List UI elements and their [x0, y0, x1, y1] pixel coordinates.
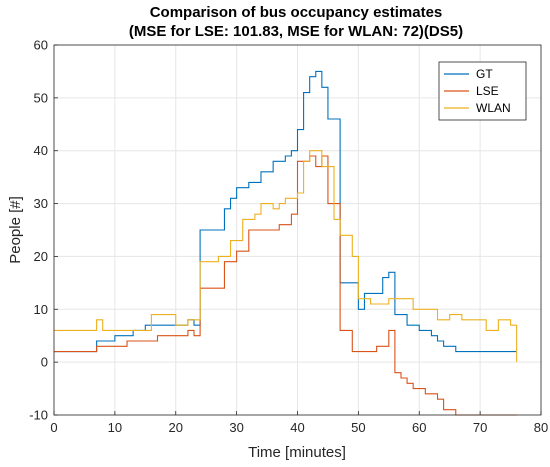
y-tick-label: 60	[34, 38, 48, 53]
x-tick-label: 50	[351, 420, 365, 435]
series-line-wlan	[54, 150, 518, 363]
x-tick-label: 0	[50, 420, 57, 435]
y-tick-label: 0	[41, 355, 48, 370]
y-tick-label: 40	[34, 143, 48, 158]
y-tick-label: 30	[34, 196, 48, 211]
x-tick-label: 30	[229, 420, 243, 435]
y-tick-label: 20	[34, 249, 48, 264]
series-layer	[54, 70, 518, 416]
y-axis-label: People [#]	[7, 196, 24, 264]
x-axis-label: Time [minutes]	[248, 444, 346, 461]
legend-label-wlan: WLAN	[476, 101, 511, 115]
legend-label-lse: LSE	[476, 84, 499, 98]
chart-title-line-2: (MSE for LSE: 101.83, MSE for WLAN: 72)(…	[129, 23, 463, 40]
y-tick-label: 10	[34, 302, 48, 317]
x-tick-label: 10	[108, 420, 122, 435]
legend-label-gt: GT	[476, 67, 493, 81]
x-tick-label: 60	[412, 420, 426, 435]
x-tick-label: 40	[290, 420, 304, 435]
chart-title-line-1: Comparison of bus occupancy estimates	[150, 4, 443, 21]
y-tick-label: -10	[29, 408, 48, 423]
x-tick-label: 80	[534, 420, 548, 435]
x-tick-label: 70	[473, 420, 487, 435]
legend: GT LSE WLAN	[438, 61, 527, 121]
y-tick-label: 50	[34, 90, 48, 105]
x-tick-label: 20	[169, 420, 183, 435]
